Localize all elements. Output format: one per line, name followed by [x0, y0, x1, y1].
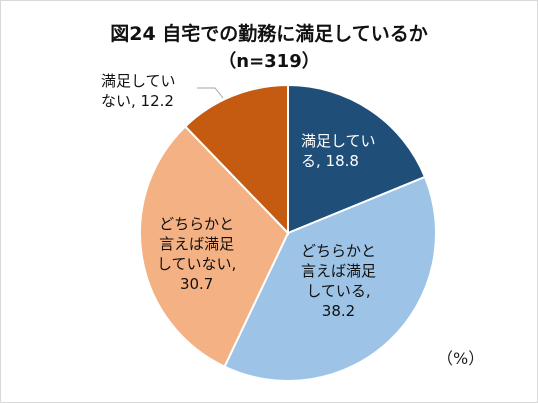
unit-label: （%）	[437, 349, 485, 368]
slice-label-line: ない, 12.2	[101, 92, 174, 110]
slice-label-line: 38.2	[321, 302, 356, 320]
slice-label-satisfied: 満足してい る, 18.8	[301, 131, 376, 171]
slice-label-somewhat-unsatisfied: どちらかと 言えば満足 していない, 30.7	[157, 214, 236, 294]
slice-label-line: 30.7	[179, 275, 214, 293]
slice-label-line: していない,	[157, 255, 237, 273]
slice-label-line: どちらかと	[301, 242, 377, 260]
slice-label-somewhat-satisfied: どちらかと 言えば満足 している, 38.2	[301, 241, 376, 321]
chart-subtitle: （n=319）	[218, 51, 320, 72]
slice-label-line: している,	[306, 282, 371, 300]
slice-satisfied	[287, 83, 427, 235]
slice-somewhat-satisfied	[223, 175, 437, 382]
slice-label-line: 満足してい	[301, 132, 376, 150]
slice-label-line: 言えば満足	[301, 262, 377, 280]
leader-line	[197, 87, 224, 99]
slice-unsatisfied	[183, 83, 289, 236]
chart-title: 図24 自宅での勤務に満足しているか	[110, 23, 428, 45]
slice-label-line: どちらかと	[159, 215, 235, 233]
slice-label-line: 満足してい	[101, 72, 176, 90]
slice-label-unsatisfied: 満足してい ない, 12.2	[101, 71, 176, 111]
slice-somewhat-unsatisfied	[138, 125, 290, 369]
slice-label-line: 言えば満足	[159, 235, 235, 253]
slice-label-line: る, 18.8	[301, 152, 359, 170]
